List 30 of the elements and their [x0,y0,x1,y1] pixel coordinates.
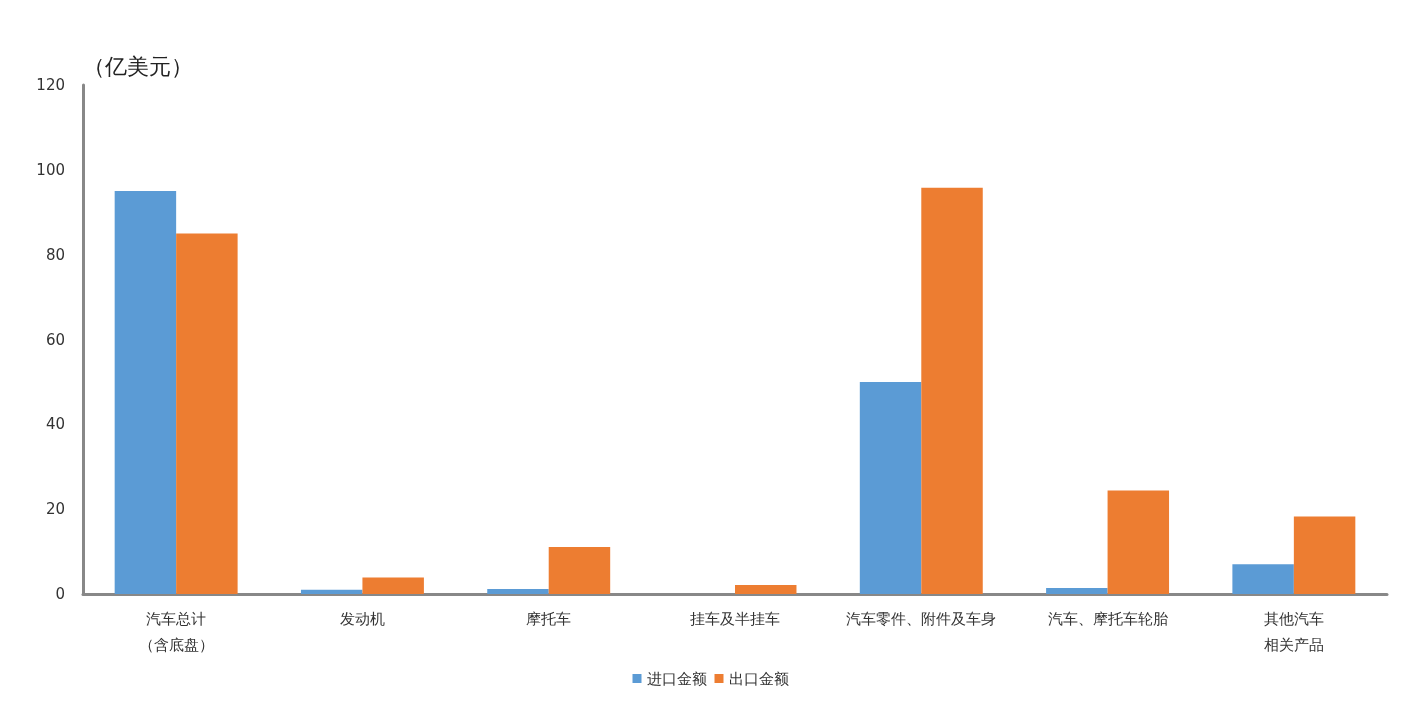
legend-label: 出口金额 [728,669,789,688]
y-tick-label: 20 [45,500,65,519]
bar [1046,588,1108,594]
y-tick-label: 0 [55,585,65,603]
bar [176,233,238,594]
x-tick-label: 汽车零件、附件及车身 [846,610,997,628]
y-tick-label: 120 [36,76,65,94]
y-axis-title: （亿美元） [83,53,193,79]
bar [300,589,363,594]
legend-label: 进口金额 [646,669,707,688]
bar [548,546,611,594]
bar [1232,564,1294,594]
y-tick-label: 60 [45,330,65,349]
y-tick-label: 40 [45,415,65,434]
y-tick-label: 100 [36,160,65,179]
x-tick-label: 汽车总计（含底盘） [138,610,214,654]
bar [1293,516,1356,594]
bar [1107,490,1170,594]
x-tick-label: 其他汽车相关产品 [1263,610,1324,654]
x-tick-label: 发动机 [339,610,385,628]
bar [114,191,177,594]
bar [859,381,922,594]
x-tick-label: 汽车、摩托车轮胎 [1047,610,1168,628]
bar [735,585,797,594]
bar [487,588,549,594]
x-tick-label: 摩托车 [526,610,572,628]
bar [921,187,983,594]
y-tick-label: 80 [45,245,65,264]
x-tick-label: 挂车及半挂车 [690,610,780,628]
bar [362,577,424,594]
